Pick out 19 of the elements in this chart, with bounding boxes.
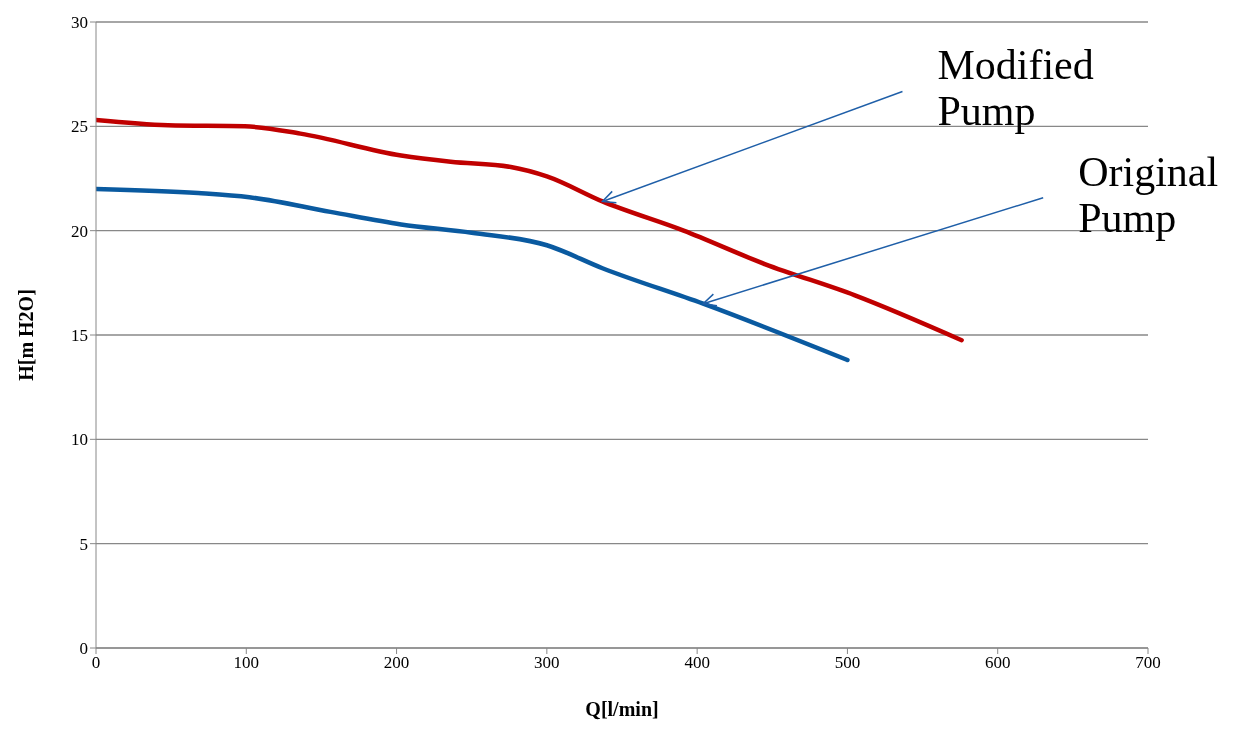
y-tick-label: 20	[71, 221, 88, 241]
x-tick-label: 600	[984, 653, 1011, 673]
x-tick-label: 700	[1135, 653, 1161, 673]
annotation: Original Pump	[1078, 148, 1219, 241]
y-tick-label: 0	[79, 639, 88, 659]
y-axis-title: H[m H2O]	[15, 289, 38, 381]
y-tick-label: 10	[71, 430, 88, 450]
line-series	[96, 186, 850, 363]
x-axis-title: Q[l/min]	[585, 698, 659, 720]
y-tick-label: 5	[79, 534, 88, 554]
annotation: Modified Pump	[937, 42, 1094, 135]
y-tick-label: 25	[71, 117, 88, 137]
x-tick-label: 300	[534, 653, 560, 673]
y-tick-label: 30	[71, 13, 88, 33]
x-tick-label: 400	[684, 653, 710, 673]
x-tick-label: 500	[834, 653, 861, 673]
y-tick-label: 15	[71, 326, 88, 346]
x-tick-label: 200	[383, 653, 410, 673]
x-tick-label: 100	[233, 653, 260, 673]
